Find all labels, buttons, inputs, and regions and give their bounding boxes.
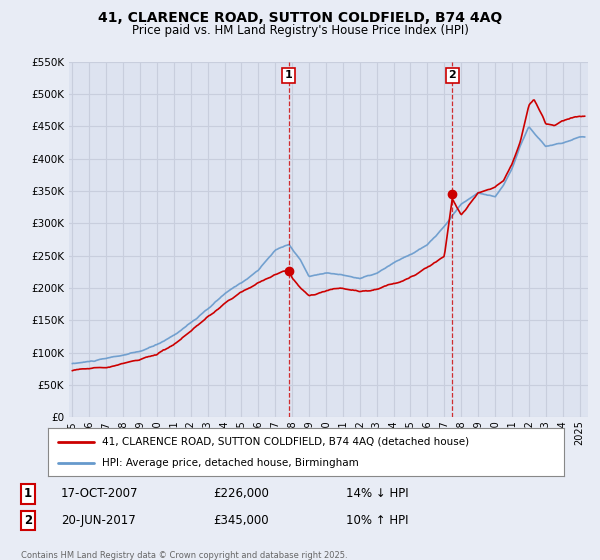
Text: 10% ↑ HPI: 10% ↑ HPI (346, 514, 409, 527)
Text: 41, CLARENCE ROAD, SUTTON COLDFIELD, B74 4AQ: 41, CLARENCE ROAD, SUTTON COLDFIELD, B74… (98, 11, 502, 25)
Text: 14% ↓ HPI: 14% ↓ HPI (346, 487, 409, 501)
Text: 41, CLARENCE ROAD, SUTTON COLDFIELD, B74 4AQ (detached house): 41, CLARENCE ROAD, SUTTON COLDFIELD, B74… (102, 437, 469, 447)
Text: 1: 1 (285, 71, 292, 81)
Text: Contains HM Land Registry data © Crown copyright and database right 2025.
This d: Contains HM Land Registry data © Crown c… (21, 551, 347, 560)
Text: 2: 2 (448, 71, 456, 81)
Text: £345,000: £345,000 (214, 514, 269, 527)
Text: 20-JUN-2017: 20-JUN-2017 (61, 514, 136, 527)
Text: £226,000: £226,000 (214, 487, 269, 501)
Text: Price paid vs. HM Land Registry's House Price Index (HPI): Price paid vs. HM Land Registry's House … (131, 24, 469, 36)
Text: HPI: Average price, detached house, Birmingham: HPI: Average price, detached house, Birm… (102, 458, 359, 468)
Text: 1: 1 (24, 487, 32, 501)
Text: 17-OCT-2007: 17-OCT-2007 (61, 487, 139, 501)
Text: 2: 2 (24, 514, 32, 527)
